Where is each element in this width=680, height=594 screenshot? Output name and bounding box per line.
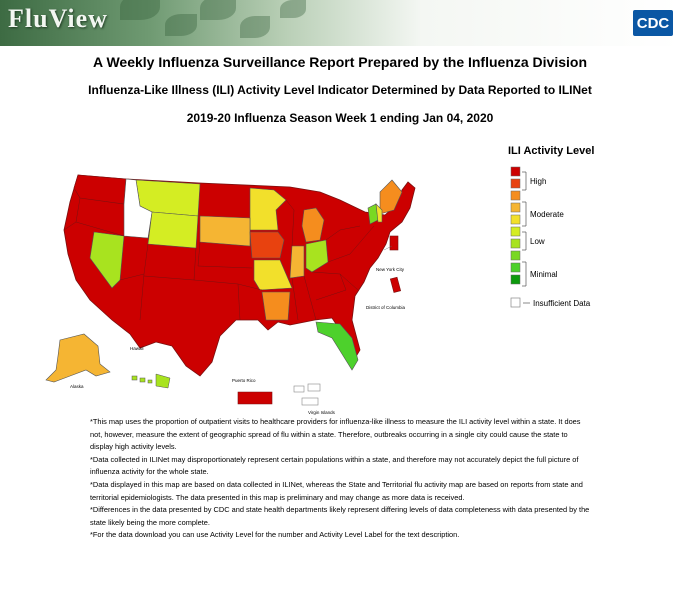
state-alaska <box>45 333 111 383</box>
legend-insufficient-label: Insufficient Data <box>533 299 591 308</box>
cdc-logo[interactable]: CDC <box>633 10 673 36</box>
state-indiana <box>289 245 305 279</box>
legend-minimal-label: Minimal <box>530 270 558 279</box>
leaf-decoration <box>165 14 197 36</box>
state-arkansas <box>261 291 291 321</box>
state-hawaii <box>131 373 171 389</box>
legend-swatch-level-1 <box>510 274 521 285</box>
report-subtitle: Influenza-Like Illness (ILI) Activity Le… <box>88 83 592 97</box>
legend-low-label: Low <box>530 237 545 246</box>
leaf-decoration <box>240 16 270 38</box>
state-south-dakota <box>199 215 251 247</box>
legend-swatch-level-10 <box>510 166 521 177</box>
leaf-decoration <box>120 0 160 20</box>
puerto-rico <box>237 391 273 405</box>
activity-legend: ILI Activity Level High Moderate Low Min… <box>508 145 594 308</box>
legend-swatch-level-6 <box>510 214 521 225</box>
report-title: A Weekly Influenza Surveillance Report P… <box>92 54 588 70</box>
legend-swatch-level-7 <box>510 202 521 213</box>
puerto-rico-label: Puerto Rico <box>232 378 256 383</box>
dc-marker <box>389 276 402 293</box>
virgin-islands-label: Virgin Islands <box>308 410 336 415</box>
footnote: *Differences in the data presented by CD… <box>90 505 590 527</box>
fluview-banner: FluView CDC <box>0 0 680 46</box>
report-week: 2019-20 Influenza Season Week 1 ending J… <box>186 111 494 125</box>
virgin-islands <box>293 383 321 406</box>
legend-swatch-level-4 <box>510 238 521 249</box>
footnote: *This map uses the proportion of outpati… <box>90 417 581 452</box>
state-iowa <box>249 231 285 259</box>
legend-moderate-label: Moderate <box>530 210 564 219</box>
state-ohio <box>305 239 329 273</box>
fluview-logo: FluView <box>8 4 108 33</box>
legend-swatch-level-3 <box>510 250 521 261</box>
footnote: *For the data download you can use Activ… <box>90 530 460 540</box>
leaf-decoration <box>200 0 236 20</box>
state-washington <box>73 174 127 205</box>
footnote: *Data collected in ILINet may disproport… <box>90 454 579 477</box>
footnotes: *This map uses the proportion of outpati… <box>90 416 590 542</box>
legend-swatch-level-9 <box>510 178 521 189</box>
leaf-decoration <box>280 0 306 18</box>
us-ili-map: New York City District of Columbia Alask… <box>45 174 416 415</box>
legend-high-label: High <box>530 177 546 186</box>
legend-insufficient-swatch <box>510 297 521 308</box>
legend-swatch-level-2 <box>510 262 521 273</box>
alaska-label: Alaska <box>70 384 84 389</box>
legend-title: ILI Activity Level <box>508 145 594 157</box>
state-idaho <box>123 178 153 239</box>
state-new-hampshire <box>375 203 383 223</box>
legend-swatch-level-8 <box>510 190 521 201</box>
dc-label: District of Columbia <box>366 305 406 310</box>
state-wyoming <box>147 211 199 249</box>
state-florida <box>315 321 359 371</box>
footnote: *Data displayed in this map are based on… <box>90 479 583 502</box>
nyc-label: New York City <box>376 267 405 272</box>
legend-swatch-level-5 <box>510 226 521 237</box>
state-missouri <box>253 259 293 291</box>
nyc-marker <box>389 235 399 251</box>
state-nevada <box>89 231 125 289</box>
state-michigan <box>301 207 325 243</box>
hawaii-label: Hawaii <box>130 346 144 351</box>
